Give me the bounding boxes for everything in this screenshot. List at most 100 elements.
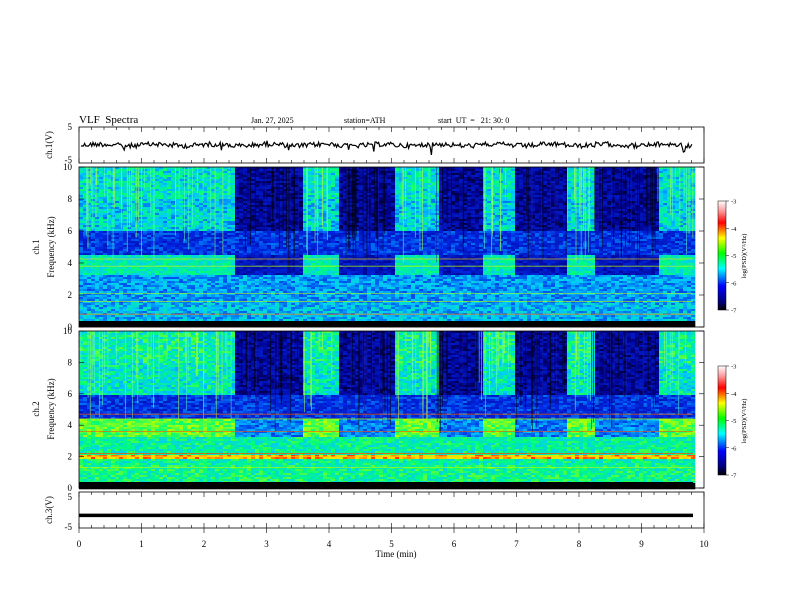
- spectrogram-cell: [167, 195, 171, 197]
- spectrogram-cell: [115, 275, 119, 277]
- spectrogram-cell: [239, 279, 243, 281]
- spectrogram-cell: [151, 199, 155, 201]
- spectrogram-cell: [195, 285, 199, 287]
- spectrogram-cell: [179, 239, 183, 241]
- spectrogram-cell: [135, 239, 139, 241]
- spectrogram-cell: [203, 175, 207, 177]
- spectrogram-cell: [211, 289, 215, 291]
- spectrogram-cell: [183, 299, 187, 301]
- spectrogram-cell: [99, 247, 103, 249]
- spectrogram-cell: [243, 277, 247, 279]
- spectrogram-cell: [267, 233, 271, 235]
- spectrogram-cell: [259, 235, 263, 237]
- spectrogram-cell: [127, 315, 131, 317]
- spectrogram-cell: [279, 315, 283, 317]
- spectrogram-cell: [79, 225, 83, 227]
- spectrogram-cell: [147, 237, 151, 239]
- spectrogram-cell: [223, 281, 227, 283]
- spectrogram-cell: [111, 285, 115, 287]
- spectrogram-cell: [251, 169, 255, 171]
- spectrogram-cell: [155, 227, 159, 229]
- spectrogram-cell: [175, 239, 179, 241]
- spectrogram-cell: [99, 199, 103, 201]
- spectrogram-cell: [279, 307, 283, 309]
- spectrogram-cell: [191, 195, 195, 197]
- spectrogram-cell: [267, 229, 271, 231]
- spectrogram-cell: [107, 271, 111, 273]
- spectrogram-cell: [231, 315, 235, 317]
- spectrogram-cell: [99, 267, 103, 269]
- spectrogram-cell: [299, 191, 303, 193]
- spectrogram-cell: [279, 201, 283, 203]
- spectrogram-cell: [99, 237, 103, 239]
- spectrogram-cell: [151, 297, 155, 299]
- spectrogram-cell: [115, 201, 119, 203]
- spectrogram-cell: [259, 305, 263, 307]
- spectrogram-cell: [291, 267, 295, 269]
- spectrogram-cell: [179, 197, 183, 199]
- spectrogram-cell: [159, 213, 163, 215]
- spectrogram-cell: [183, 305, 187, 307]
- spectrogram-cell: [247, 251, 251, 253]
- spectrogram-cell: [311, 189, 315, 191]
- spectrogram-cell: [267, 193, 271, 195]
- spectrogram-cell: [171, 179, 175, 181]
- spectrogram-cell: [123, 273, 127, 275]
- spectrogram-cell: [175, 309, 179, 311]
- spectrogram-cell: [231, 239, 235, 241]
- spectrogram-cell: [111, 317, 115, 319]
- spectrogram-cell: [235, 253, 239, 255]
- spectrogram-cell: [303, 299, 307, 301]
- spectrogram-cell: [267, 281, 271, 283]
- spectrogram-cell: [159, 211, 163, 213]
- spectrogram-cell: [243, 309, 247, 311]
- spectrogram-cell: [223, 279, 227, 281]
- spectrogram-cell: [123, 283, 127, 285]
- spectrogram-cell: [215, 315, 219, 317]
- spectrogram-cell: [155, 169, 159, 171]
- spectrogram-cell: [127, 235, 131, 237]
- spectrogram-cell: [191, 241, 195, 243]
- spectrogram-cell: [103, 203, 107, 205]
- spectrogram-cell: [143, 173, 147, 175]
- spectrogram-cell: [123, 205, 127, 207]
- spectrogram-cell: [191, 245, 195, 247]
- spectrogram-cell: [151, 223, 155, 225]
- spectrogram-cell: [319, 289, 323, 291]
- spectrogram-cell: [259, 281, 263, 283]
- spectrogram-cell: [187, 213, 191, 215]
- spectrogram-cell: [271, 239, 275, 241]
- spectrogram-cell: [231, 191, 235, 193]
- spectrogram-cell: [187, 203, 191, 205]
- spectrogram-cell: [211, 181, 215, 183]
- spectrogram-cell: [283, 319, 287, 321]
- spectrogram-cell: [311, 291, 315, 293]
- spectrogram-cell: [239, 209, 243, 211]
- spectrogram-cell: [223, 191, 227, 193]
- spectrogram-cell: [199, 295, 203, 297]
- spectrogram-cell: [191, 311, 195, 313]
- spectrogram-cell: [171, 199, 175, 201]
- spectrogram-cell: [175, 281, 179, 283]
- spectrogram-cell: [235, 275, 239, 277]
- spectrogram-cell: [195, 213, 199, 215]
- spectrogram-cell: [163, 283, 167, 285]
- spectrogram-cell: [271, 233, 275, 235]
- spectrogram-cell: [171, 283, 175, 285]
- spectrogram-cell: [207, 231, 211, 233]
- spectrogram-cell: [259, 277, 263, 279]
- spectrogram-cell: [303, 285, 307, 287]
- spectrogram-cell: [183, 201, 187, 203]
- spectrogram-cell: [167, 177, 171, 179]
- spectrogram-cell: [87, 241, 91, 243]
- spectrogram-cell: [215, 195, 219, 197]
- spectrogram-cell: [255, 255, 259, 257]
- spectrogram-cell: [151, 275, 155, 277]
- spectrogram-cell: [251, 309, 255, 311]
- spectrogram-cell: [163, 205, 167, 207]
- spectrogram-cell: [295, 303, 299, 305]
- spectrogram-cell: [99, 315, 103, 317]
- spectrogram-cell: [127, 295, 131, 297]
- spectrogram-cell: [235, 239, 239, 241]
- spectrogram-cell: [247, 319, 251, 321]
